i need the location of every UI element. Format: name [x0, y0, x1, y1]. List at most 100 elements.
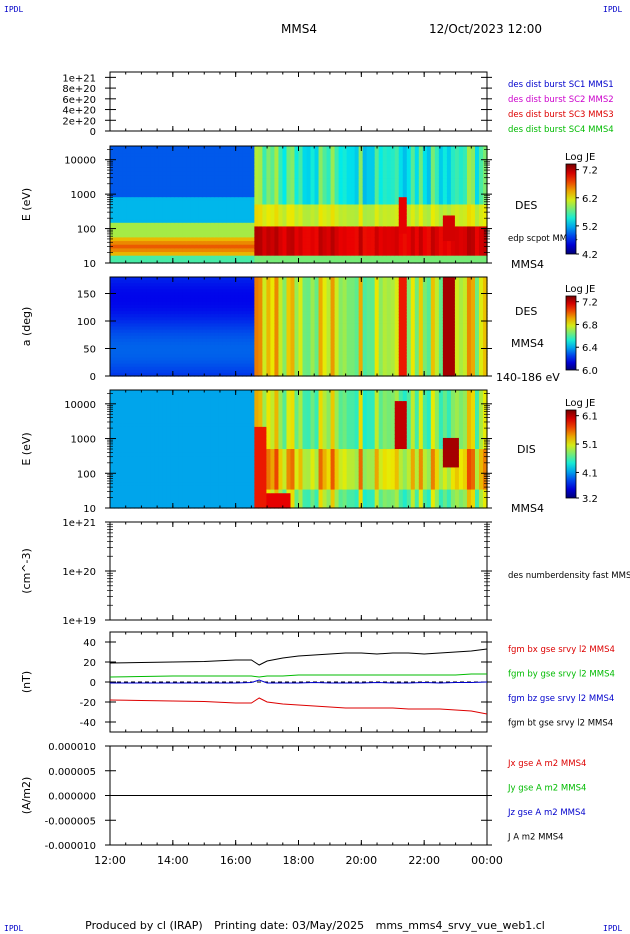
colorbar-title: Log JE: [565, 398, 595, 409]
y-tick-label: 100: [77, 317, 96, 328]
y-axis-label: (nT): [20, 671, 33, 693]
colorbar-tick-label: 7.2: [582, 298, 598, 309]
legend-entry: J A m2 MMS4: [507, 833, 564, 843]
panel-frame: [109, 389, 488, 509]
y-tick-label: 10000: [64, 400, 96, 411]
y-tick-label: 1e+21: [62, 518, 96, 529]
species-label: DES: [515, 305, 537, 318]
y-tick-label: -40: [80, 718, 96, 729]
y-tick-label: 4e+20: [62, 106, 96, 117]
footer: Produced by cl (IRAP) Printing date: 03/…: [0, 919, 630, 932]
time-tick-label: 20:00: [345, 854, 377, 867]
time-tick-label: 18:00: [283, 854, 315, 867]
colorbar-tick-label: 4.2: [582, 250, 598, 261]
series-line: [109, 673, 487, 678]
y-tick-label: 8e+20: [62, 84, 96, 95]
energy-range-label: 140-186 eV: [496, 371, 560, 384]
legend-entry: des numberdensity fast MMS4: [508, 571, 630, 581]
datetime-title: 12/Oct/2023 12:00: [429, 22, 543, 36]
footer-script-name: mms_mms4_srvy_vue_web1.cl: [375, 919, 545, 932]
y-tick-label: 1e+21: [62, 73, 96, 84]
y-axis-label: (cm^-3): [20, 548, 33, 594]
time-tick-label: 00:00: [471, 854, 503, 867]
legend-entry: des dist burst SC1 MMS1: [508, 80, 614, 90]
y-tick-label: 1000: [71, 190, 96, 201]
panel-frame: [109, 145, 488, 264]
species-label: DES: [515, 199, 537, 212]
colorbar: [565, 409, 577, 499]
colorbar-tick-label: 6.2: [582, 194, 598, 205]
legend-entry: fgm bz gse srvy l2 MMS4: [508, 694, 614, 704]
colorbar-tick-label: 6.1: [582, 412, 598, 423]
y-tick-label: 10: [83, 504, 96, 515]
y-tick-label: 0: [90, 372, 96, 383]
y-tick-label: 50: [83, 345, 96, 356]
corner-logo-bottom-left: IPDL: [4, 924, 24, 933]
y-tick-label: 0.000010: [48, 742, 96, 753]
series-line: [110, 679, 488, 684]
y-tick-label: 0.000000: [48, 792, 96, 803]
legend-entry: fgm bx gse srvy l2 MMS4: [508, 645, 615, 655]
colorbar: [565, 295, 577, 371]
y-tick-label: 150: [77, 290, 96, 301]
corner-logo-top-left: IPDL: [4, 5, 24, 14]
colorbar-tick-label: 6.4: [582, 343, 598, 354]
colorbar-tick-label: 5.1: [582, 440, 598, 451]
series-line: [109, 697, 488, 715]
side-note-label: edp scpot MMS4: [508, 234, 578, 244]
y-tick-label: 1000: [71, 435, 96, 446]
y-tick-label: 40: [83, 638, 96, 649]
y-axis-label: a (deg): [20, 307, 33, 347]
y-tick-label: 10: [83, 259, 96, 270]
spectrogram-image: [110, 390, 488, 509]
series-line: [109, 648, 488, 666]
legend-entry: des dist burst SC3 MMS3: [508, 110, 614, 120]
panel-frame: [109, 276, 488, 377]
y-tick-label: 20: [83, 658, 96, 669]
time-tick-label: 16:00: [220, 854, 252, 867]
footer-printing-date: Printing date: 03/May/2025: [214, 919, 365, 932]
colorbar-tick-label: 5.2: [582, 222, 598, 233]
colorbar-tick-label: 6.8: [582, 320, 598, 331]
y-tick-label: 1e+19: [62, 616, 96, 627]
colorbar-tick-label: 4.1: [582, 468, 598, 479]
y-tick-label: 0.000005: [48, 767, 96, 778]
y-tick-label: 0: [90, 127, 96, 138]
y-tick-label: 1e+20: [62, 567, 96, 578]
y-tick-label: 100: [77, 469, 96, 480]
spacecraft-title: MMS4: [281, 22, 317, 36]
spectrogram-image: [110, 277, 488, 377]
species-label: DIS: [517, 443, 536, 456]
y-tick-label: 10000: [64, 156, 96, 167]
colorbar-title: Log JE: [565, 152, 595, 163]
legend-entry: fgm by gse srvy l2 MMS4: [508, 670, 615, 680]
corner-logo-bottom-right: IPDL: [603, 924, 623, 933]
colorbar: [565, 163, 577, 255]
y-tick-label: -0.000005: [45, 816, 96, 827]
time-tick-label: 12:00: [94, 854, 126, 867]
y-axis-label: E (eV): [20, 188, 33, 221]
y-axis-label: E (eV): [20, 432, 33, 465]
spacecraft-label: MMS4: [511, 258, 544, 271]
spectrogram-image: [110, 146, 488, 264]
side-note-label: MMS4: [511, 337, 544, 350]
spacecraft-label: MMS4: [511, 502, 544, 515]
legend-entry: des dist burst SC4 MMS4: [508, 125, 614, 135]
time-tick-label: 14:00: [157, 854, 189, 867]
legend-entry: Jx gse A m2 MMS4: [507, 759, 586, 769]
time-tick-label: 22:00: [408, 854, 440, 867]
y-axis-label: (A/m2): [20, 777, 33, 815]
legend-entry: Jz gse A m2 MMS4: [507, 808, 586, 818]
y-tick-label: -0.000010: [45, 841, 96, 852]
footer-produced-by: Produced by cl (IRAP): [85, 919, 203, 932]
y-tick-label: 2e+20: [62, 116, 96, 127]
legend-entry: Jy gse A m2 MMS4: [507, 784, 586, 794]
legend-entry: des dist burst SC2 MMS2: [508, 95, 614, 105]
colorbar-title: Log JE: [565, 284, 595, 295]
y-tick-label: 100: [77, 225, 96, 236]
legend-entry: fgm bt gse srvy l2 MMS4: [508, 719, 613, 729]
y-tick-label: -20: [80, 698, 96, 709]
colorbar-tick-label: 6.0: [582, 366, 598, 377]
